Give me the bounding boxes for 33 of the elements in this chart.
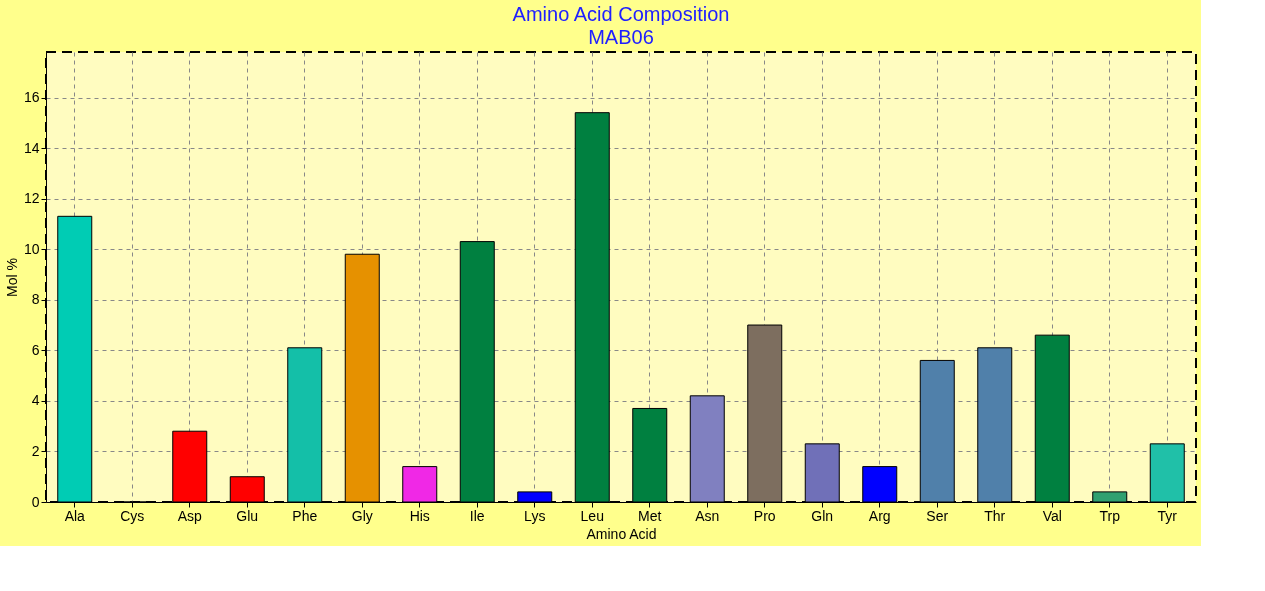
y-axis-title: Mol % [3, 258, 20, 297]
x-tick-label: Leu [580, 507, 604, 524]
x-tick-label: Trp [1099, 507, 1121, 524]
y-tick-label: 14 [23, 139, 40, 156]
x-tick-label: Cys [120, 507, 145, 524]
y-tick-label: 10 [23, 240, 40, 257]
x-tick-label: His [409, 507, 430, 524]
x-tick-label: Thr [984, 507, 1006, 524]
x-tick-label: Pro [753, 507, 776, 524]
x-axis-title: Amino Acid [586, 525, 657, 542]
x-tick-label: Ala [64, 507, 86, 524]
x-tick-label: Arg [868, 507, 891, 524]
y-tick-label: 0 [31, 493, 40, 510]
x-tick-label: Glu [236, 507, 259, 524]
x-tick-label: Tyr [1157, 507, 1178, 524]
y-tick-label: 12 [23, 190, 40, 207]
y-tick-label: 16 [23, 89, 40, 106]
x-tick-label: Phe [292, 507, 318, 524]
x-tick-label: Ser [926, 507, 949, 524]
x-tick-label: Asp [177, 507, 203, 524]
x-tick-label: Met [638, 507, 662, 524]
x-tick-label: Asn [695, 507, 720, 524]
chart-title: Amino Acid Composition [512, 3, 730, 25]
x-tick-label: Gln [811, 507, 834, 524]
y-tick-label: 2 [31, 442, 40, 459]
y-tick-label: 6 [31, 341, 40, 358]
chart-subtitle: MAB06 [588, 26, 654, 48]
y-tick-label: 8 [31, 291, 40, 308]
y-tick-label: 4 [31, 392, 40, 409]
x-tick-label: Val [1042, 507, 1062, 524]
x-tick-label: Lys [524, 507, 546, 524]
x-tick-label: Ile [469, 507, 485, 524]
x-tick-label: Gly [351, 507, 373, 524]
